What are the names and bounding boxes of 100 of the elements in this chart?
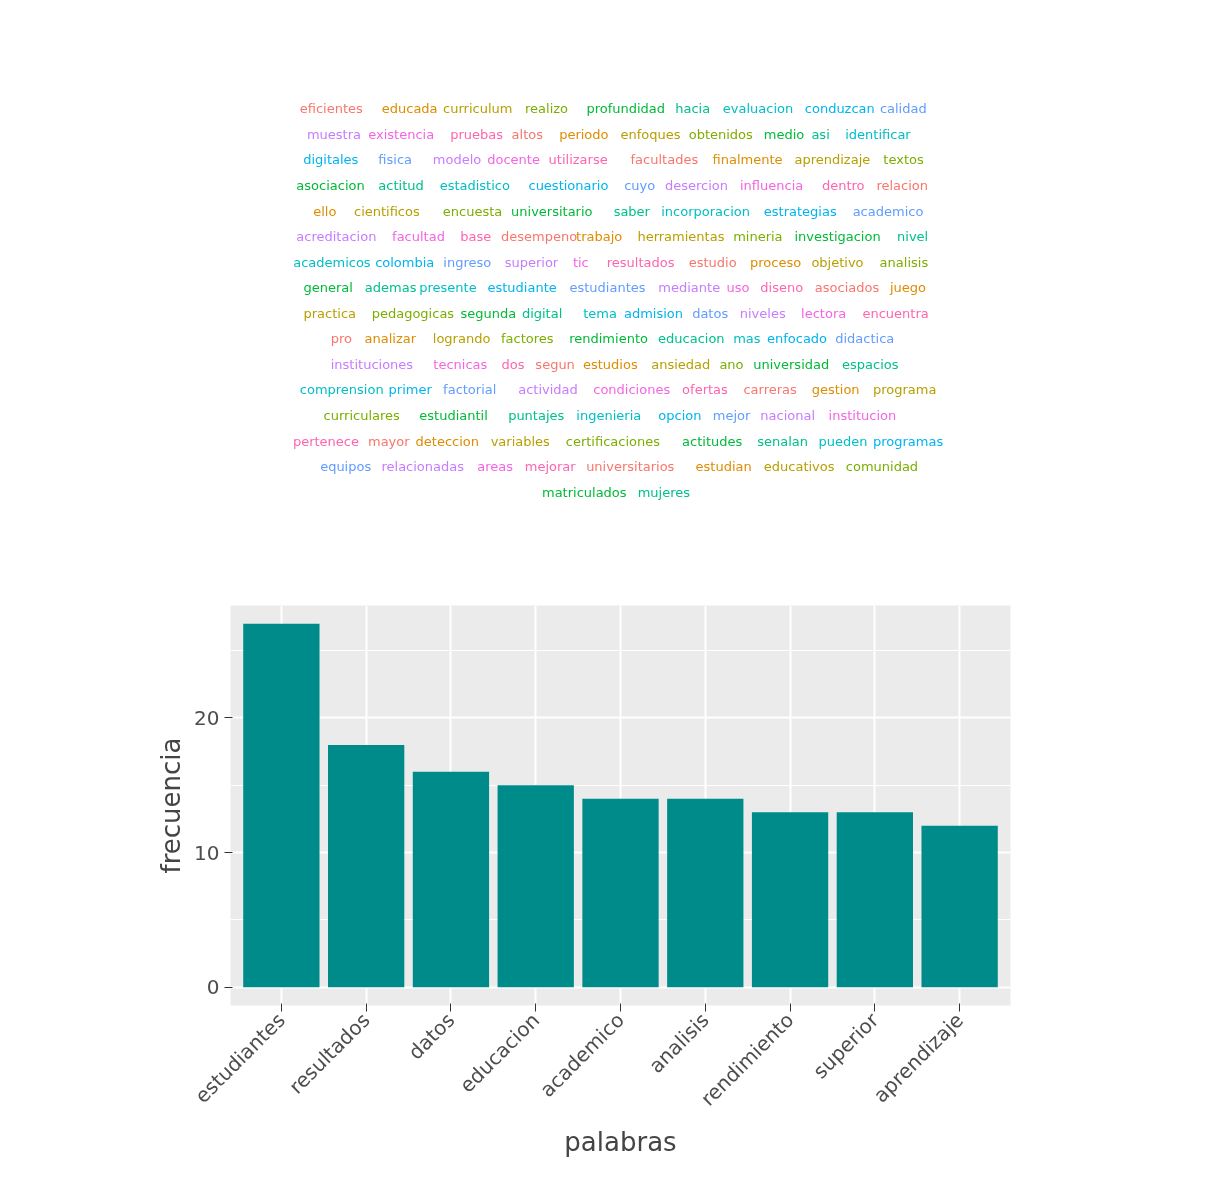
- text: cuestionario: [528, 177, 609, 193]
- text: facultades: [630, 152, 699, 168]
- text: enfocado: [766, 331, 828, 347]
- text: analisis: [879, 254, 929, 270]
- text: opcion: [658, 408, 702, 424]
- text: matriculados: [541, 484, 627, 500]
- text: practica: [303, 305, 357, 321]
- text: acreditacion: [296, 229, 377, 245]
- text: mas: [733, 331, 761, 347]
- bar: [921, 825, 998, 988]
- text: pedagogicas: [371, 305, 455, 321]
- text: enfoques: [620, 126, 681, 142]
- text: modelo: [432, 152, 482, 168]
- bar: [667, 798, 744, 988]
- text: digital: [521, 305, 563, 321]
- text: eficientes: [299, 101, 364, 117]
- text: admision: [623, 305, 684, 321]
- text: colombia: [375, 254, 435, 270]
- text: factorial: [443, 382, 497, 398]
- text: calidad: [879, 101, 927, 117]
- text: equipos: [320, 459, 372, 475]
- text: docente: [487, 152, 540, 168]
- text: profundidad: [586, 101, 666, 117]
- text: curriculum: [443, 101, 513, 117]
- text: tic: [572, 254, 589, 270]
- text: universitario: [511, 203, 593, 219]
- text: objetivo: [811, 254, 864, 270]
- text: primer: [388, 382, 433, 398]
- text: asociados: [814, 280, 880, 296]
- text: certificaciones: [565, 433, 661, 449]
- text: estudio: [688, 254, 737, 270]
- bar: [582, 798, 659, 988]
- text: mejor: [712, 408, 752, 424]
- text: estudios: [582, 356, 638, 372]
- text: ingenieria: [576, 408, 642, 424]
- text: programas: [873, 433, 944, 449]
- text: resultados: [606, 254, 675, 270]
- text: universidad: [753, 356, 830, 372]
- text: medio: [763, 126, 805, 142]
- text: ademas: [364, 280, 417, 296]
- text: desercion: [664, 177, 728, 193]
- text: incorporacion: [661, 203, 750, 219]
- text: comunidad: [845, 459, 919, 475]
- text: uso: [726, 280, 750, 296]
- text: universitarios: [586, 459, 675, 475]
- text: relacionadas: [381, 459, 465, 475]
- text: espacios: [842, 356, 899, 372]
- bar: [836, 812, 913, 988]
- text: identificar: [845, 126, 912, 142]
- text: puntajes: [508, 408, 565, 424]
- text: nivel: [897, 229, 929, 245]
- text: curriculares: [323, 408, 401, 424]
- text: trabajo: [576, 229, 623, 245]
- bar: [412, 771, 490, 988]
- text: cientificos: [353, 203, 420, 219]
- text: realizo: [525, 101, 569, 117]
- text: programa: [873, 382, 937, 398]
- text: condiciones: [593, 382, 671, 398]
- text: ello: [313, 203, 337, 219]
- text: encuentra: [862, 305, 929, 321]
- text: mejorar: [524, 459, 577, 475]
- text: estrategias: [763, 203, 837, 219]
- text: saber: [613, 203, 651, 219]
- text: mineria: [733, 229, 783, 245]
- text: altos: [511, 126, 544, 142]
- text: datos: [692, 305, 729, 321]
- text: educada: [381, 101, 438, 117]
- text: carreras: [743, 382, 798, 398]
- bar: [751, 812, 829, 988]
- text: segun: [535, 356, 575, 372]
- text: educacion: [658, 331, 725, 347]
- text: ansiedad: [651, 356, 711, 372]
- text: actividad: [518, 382, 578, 398]
- text: estadistico: [439, 177, 510, 193]
- text: textos: [883, 152, 924, 168]
- text: niveles: [739, 305, 786, 321]
- text: senalan: [757, 433, 808, 449]
- text: educativos: [763, 459, 835, 475]
- text: gestion: [811, 382, 860, 398]
- text: tema: [583, 305, 617, 321]
- text: rendimiento: [569, 331, 648, 347]
- text: comprension: [299, 382, 384, 398]
- text: obtenidos: [688, 126, 754, 142]
- text: instituciones: [330, 356, 414, 372]
- text: cuyo: [624, 177, 656, 193]
- text: actitud: [378, 177, 424, 193]
- text: ofertas: [682, 382, 729, 398]
- text: juego: [888, 280, 927, 296]
- text: superior: [504, 254, 559, 270]
- text: lectora: [801, 305, 847, 321]
- text: dos: [501, 356, 525, 372]
- text: logrando: [432, 331, 491, 347]
- bar: [497, 785, 574, 988]
- text: diseno: [760, 280, 804, 296]
- y-tick-label: 20: [194, 705, 220, 730]
- text: hacia: [675, 101, 711, 117]
- bar: [243, 623, 320, 988]
- text: estudiantes: [569, 280, 646, 296]
- text: asi: [811, 126, 830, 142]
- text: mediante: [658, 280, 721, 296]
